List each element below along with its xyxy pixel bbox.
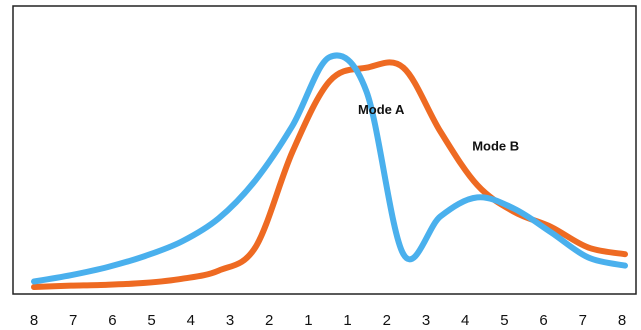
x-tick-label: 1 (304, 312, 312, 329)
annotation-layer: Mode A Mode B (358, 102, 519, 153)
x-tick-label: 7 (69, 312, 77, 329)
x-tick-label: 3 (226, 312, 234, 329)
plot-frame (12, 5, 637, 295)
x-tick-label: 4 (187, 312, 195, 329)
series-layer (31, 52, 628, 290)
x-tick-label: 2 (265, 312, 273, 329)
x-tick-label: 6 (539, 312, 547, 329)
x-tick-label: 8 (30, 312, 38, 329)
x-tick-label: 6 (108, 312, 116, 329)
x-tick-label: 5 (500, 312, 508, 329)
x-tick-layer: 8 7 6 5 4 3 2 1 1 2 3 4 5 6 7 8 (30, 312, 626, 329)
x-tick-label: 1 (343, 312, 351, 329)
annotation-1: Mode A (358, 102, 405, 117)
x-tick-label: 2 (383, 312, 391, 329)
series-line-2 (31, 52, 628, 285)
x-tick-label: 8 (618, 312, 626, 329)
x-tick-label: 5 (147, 312, 155, 329)
annotation-2: Mode B (472, 139, 519, 154)
x-tick-label: 3 (422, 312, 430, 329)
x-tick-label: 4 (461, 312, 469, 329)
x-tick-label: 7 (579, 312, 587, 329)
